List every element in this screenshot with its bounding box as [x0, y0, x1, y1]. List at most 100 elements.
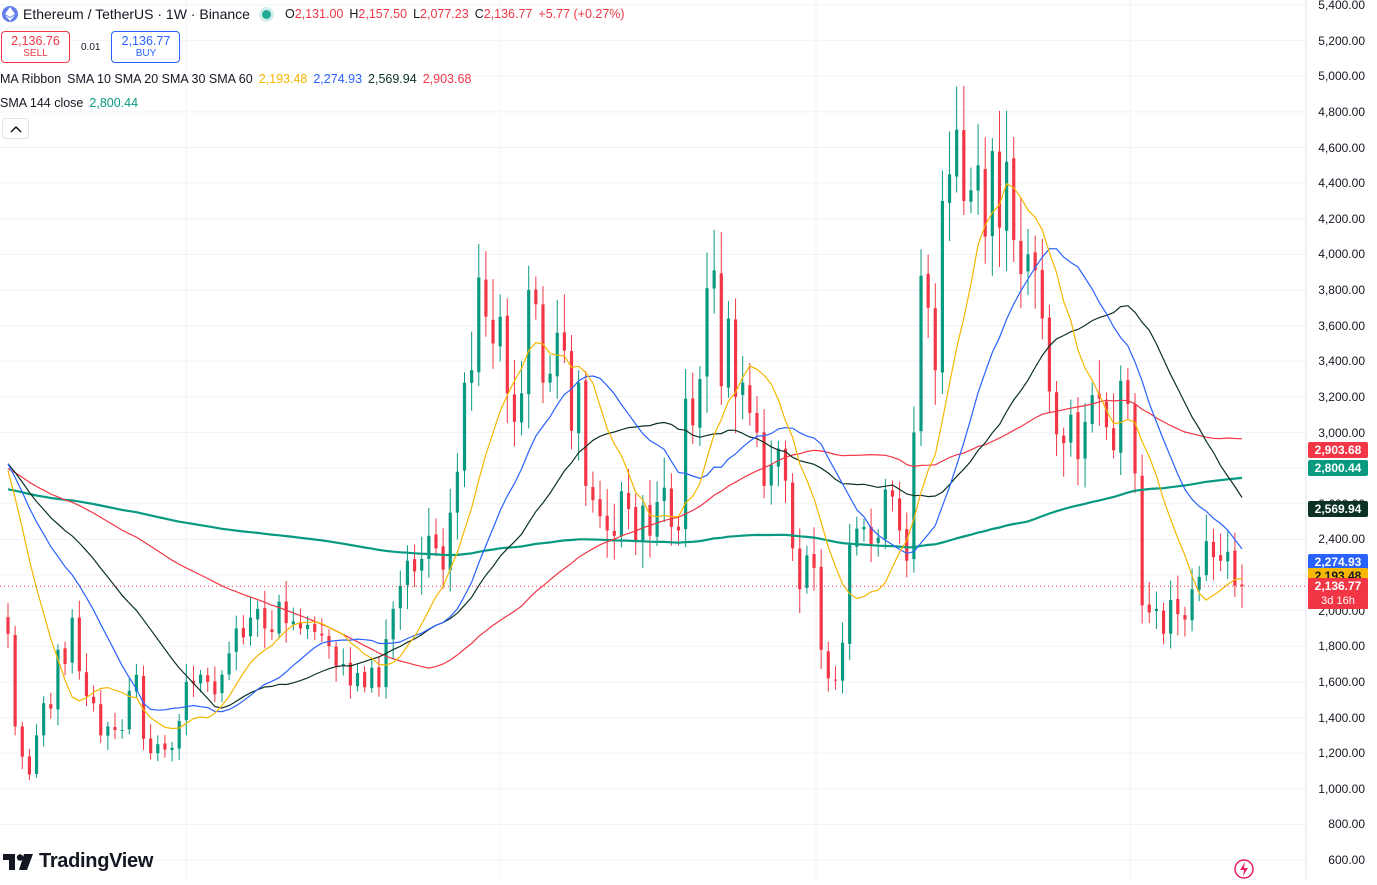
candle-body	[1019, 240, 1023, 274]
sma144-name: SMA 144 close	[0, 96, 84, 110]
symbol-legend: Ethereum / TetherUS · 1W · Binance O 2,13…	[2, 5, 625, 23]
candle-body	[1112, 428, 1116, 451]
candle-body	[1012, 158, 1016, 241]
candle-body	[241, 628, 245, 638]
candle-body	[1062, 435, 1066, 444]
candle-body	[840, 642, 845, 681]
candle-body	[648, 504, 652, 536]
market-status-icon[interactable]	[261, 9, 271, 19]
candle-body	[191, 680, 196, 684]
candle-body	[983, 169, 987, 237]
brand-name: TradingView	[39, 850, 154, 872]
candle-body	[1211, 541, 1216, 558]
ethereum-icon	[2, 6, 18, 22]
last-price-tag: 2,136.77	[1308, 578, 1368, 595]
candle-body	[1069, 414, 1073, 443]
candle-body	[1040, 269, 1044, 319]
candle-body	[298, 622, 303, 629]
candle-body	[20, 726, 24, 757]
price-axis-label: 1,400.00	[1318, 710, 1365, 725]
candle-body	[448, 512, 452, 571]
candle-body	[163, 743, 167, 750]
candle-body	[248, 617, 253, 637]
candle-body	[277, 601, 281, 634]
candle-body	[684, 398, 688, 530]
sma10-value: 2,193.48	[258, 72, 308, 86]
candle-body	[34, 735, 39, 774]
candle-body	[612, 530, 616, 536]
candle-body	[826, 651, 830, 679]
candle-body	[919, 275, 923, 432]
close-label: C	[474, 7, 484, 21]
candle-body	[42, 703, 46, 736]
candle-body	[198, 674, 203, 684]
candle-body	[1126, 380, 1130, 404]
candle-body	[577, 382, 581, 434]
price-axis-label: 2,400.00	[1318, 532, 1365, 547]
candle-body	[605, 515, 609, 531]
lightning-icon[interactable]	[1233, 858, 1255, 880]
candle-body	[49, 704, 53, 709]
candle-body	[341, 664, 345, 666]
candle-body	[363, 671, 367, 688]
ma-ribbon-params: SMA 10 SMA 20 SMA 30 SMA 60	[67, 72, 253, 86]
candle-body	[1076, 412, 1080, 460]
moving-average-lines	[7, 182, 1243, 730]
high-label: H	[349, 7, 359, 21]
buy-button[interactable]: 2,136.77 BUY	[111, 31, 181, 63]
candle-body	[127, 690, 131, 730]
candle-body	[669, 488, 673, 527]
candle-body	[1154, 608, 1159, 612]
sell-button[interactable]: 2,136.76 SELL	[1, 31, 70, 63]
candle-body	[883, 489, 887, 540]
close-value: 2,136.77	[483, 7, 533, 21]
candle-body	[1090, 395, 1094, 425]
candle-body	[355, 672, 360, 687]
price-axis-label: 600.00	[1328, 853, 1365, 867]
candle-body	[769, 464, 773, 486]
candle-body	[1183, 615, 1187, 620]
candle-body	[598, 499, 602, 517]
candle-body	[990, 151, 994, 237]
price-axis-label: 3,400.00	[1318, 354, 1365, 369]
candle-body	[1197, 576, 1201, 590]
candle-body	[1219, 555, 1223, 561]
low-label: L	[413, 7, 421, 21]
open-value: 2,131.00	[294, 7, 344, 21]
price-axis-label: 800.00	[1328, 817, 1365, 832]
candle-body	[1169, 599, 1173, 634]
candle-body	[234, 628, 238, 652]
tradingview-logo[interactable]: TradingView	[3, 850, 153, 873]
sell-price: 2,136.76	[11, 34, 60, 48]
candle-body	[905, 529, 909, 561]
tradingview-icon	[3, 853, 33, 870]
collapse-legend-button[interactable]	[2, 118, 29, 139]
candle-body	[876, 537, 880, 543]
bar-countdown: 3d 16h	[1308, 593, 1368, 609]
candle-body	[106, 726, 110, 736]
candle-body	[270, 629, 274, 632]
price-axis-label: 1,800.00	[1318, 639, 1365, 654]
candle-body	[662, 487, 666, 501]
candle-body	[455, 471, 459, 513]
sma144-legend[interactable]: SMA 144 close 2,800.44	[0, 96, 144, 110]
candle-body	[1083, 421, 1087, 459]
candle-body	[384, 639, 388, 688]
sma60-price-tag: 2,903.68	[1308, 441, 1368, 458]
ma-ribbon-legend[interactable]: MA Ribbon SMA 10 SMA 20 SMA 30 SMA 60 2,…	[0, 72, 477, 86]
candle-body	[491, 319, 495, 344]
ma-ribbon-name: MA Ribbon	[0, 72, 62, 86]
candle-body	[177, 721, 181, 749]
candle-body	[890, 490, 895, 497]
candle-body	[99, 704, 103, 736]
candle-body	[263, 608, 267, 629]
candle-body	[869, 526, 873, 545]
candle-body	[555, 332, 559, 377]
candle-body	[548, 373, 552, 383]
candle-body	[1140, 475, 1144, 606]
price-axis-label: 4,000.00	[1318, 247, 1365, 262]
candle-body	[862, 526, 866, 530]
change-value: +5.77 (+0.27%)	[538, 7, 625, 21]
symbol-title[interactable]: Ethereum / TetherUS · 1W · Binance	[23, 6, 250, 22]
